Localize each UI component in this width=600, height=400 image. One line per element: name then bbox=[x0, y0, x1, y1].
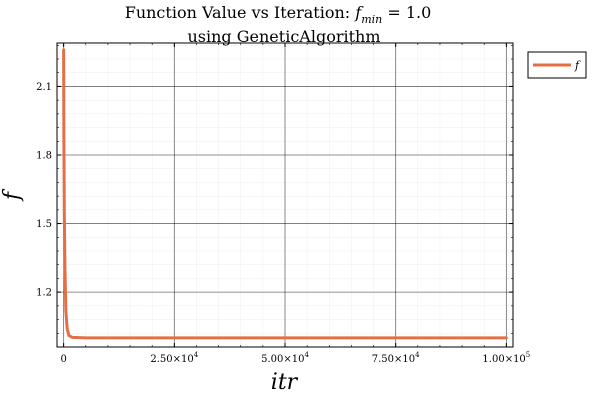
x-tick-label: 2.50×104 bbox=[150, 351, 198, 365]
y-tick-label: 1.2 bbox=[36, 288, 52, 299]
x-tick-label: 1.00×105 bbox=[482, 351, 530, 365]
chart-title-line1: Function Value vs Iteration: fmin = 1.0 bbox=[125, 3, 432, 26]
title-subscript: min bbox=[361, 13, 382, 26]
y-tick-label: 2.1 bbox=[36, 82, 52, 93]
series-line-f bbox=[62, 48, 508, 340]
x-tick-label: 5.00×104 bbox=[261, 351, 309, 365]
y-axis-label: f bbox=[0, 188, 25, 202]
title-symbol: f bbox=[354, 3, 364, 22]
series-layer bbox=[62, 48, 508, 340]
x-tick-label: 7.50×104 bbox=[372, 351, 420, 365]
x-axis-label: itr bbox=[271, 370, 299, 395]
major-grid bbox=[57, 43, 513, 347]
title-suffix: = 1.0 bbox=[382, 3, 431, 22]
title-prefix: Function Value vs Iteration: bbox=[125, 3, 356, 22]
legend-label: f bbox=[574, 59, 581, 72]
legend: f bbox=[527, 51, 587, 79]
x-tick-label: 0 bbox=[60, 354, 66, 365]
axis-ticks bbox=[57, 43, 513, 348]
y-tick-labels: 1.2 1.5 1.8 2.1 bbox=[36, 82, 52, 299]
chart-title-line2: using GeneticAlgorithm bbox=[187, 27, 380, 46]
y-tick-label: 1.5 bbox=[36, 219, 52, 230]
y-tick-label: 1.8 bbox=[36, 151, 52, 162]
x-tick-labels: 0 2.50×104 5.00×104 7.50×104 1.00×105 bbox=[60, 351, 530, 365]
